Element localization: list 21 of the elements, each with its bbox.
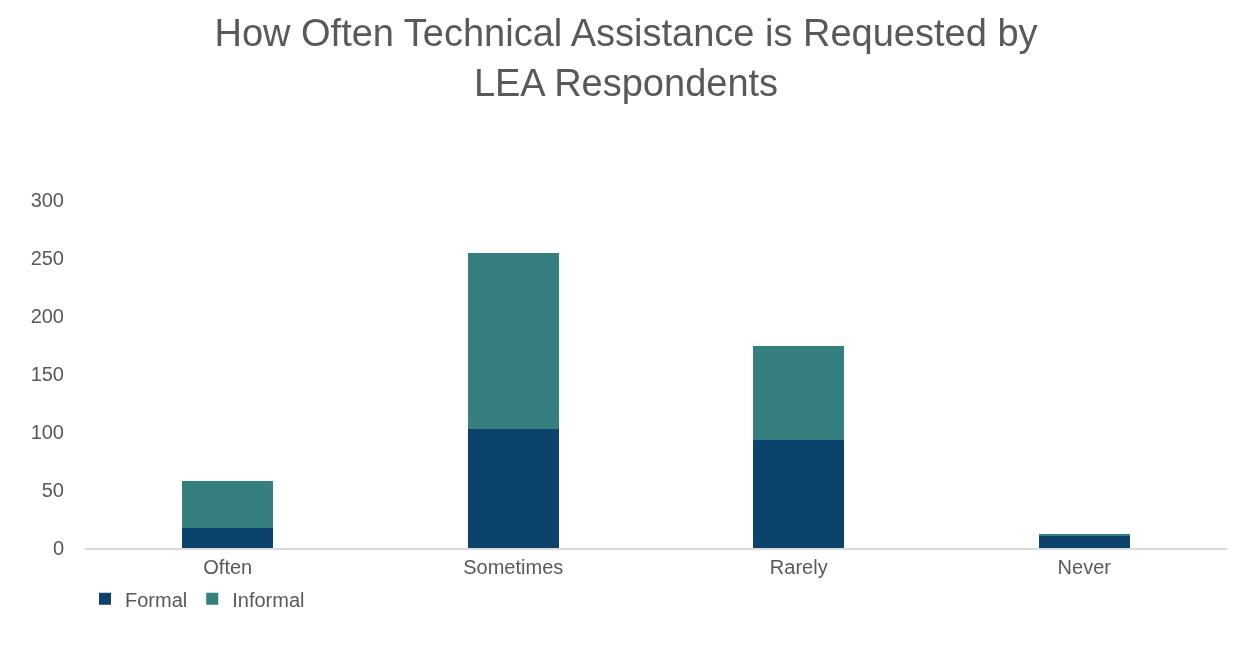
bar	[753, 440, 845, 548]
y-tick-label: 250	[30, 247, 64, 269]
legend-label: Formal	[125, 588, 188, 611]
y-tick-label: 100	[30, 421, 64, 443]
bar	[1038, 536, 1130, 548]
y-tick-label: 0	[52, 537, 64, 559]
x-tick-label: Never	[1057, 555, 1112, 578]
bar	[182, 480, 274, 529]
y-tick-label: 50	[41, 479, 64, 501]
chart-title: How Often Technical Assistance is Requested by LEA Respondents	[214, 12, 1038, 104]
bar	[467, 428, 559, 548]
y-tick-label: 150	[30, 363, 64, 385]
bar	[467, 253, 559, 429]
x-tick-label: Often	[203, 555, 253, 578]
y-tick-label: 300	[30, 189, 64, 211]
legend-label: Informal	[232, 588, 305, 611]
bar	[182, 528, 274, 548]
x-tick-label: Sometimes	[463, 555, 564, 578]
bar	[753, 346, 845, 441]
x-tick-label: Rarely	[769, 555, 828, 578]
y-tick-label: 200	[30, 305, 64, 327]
